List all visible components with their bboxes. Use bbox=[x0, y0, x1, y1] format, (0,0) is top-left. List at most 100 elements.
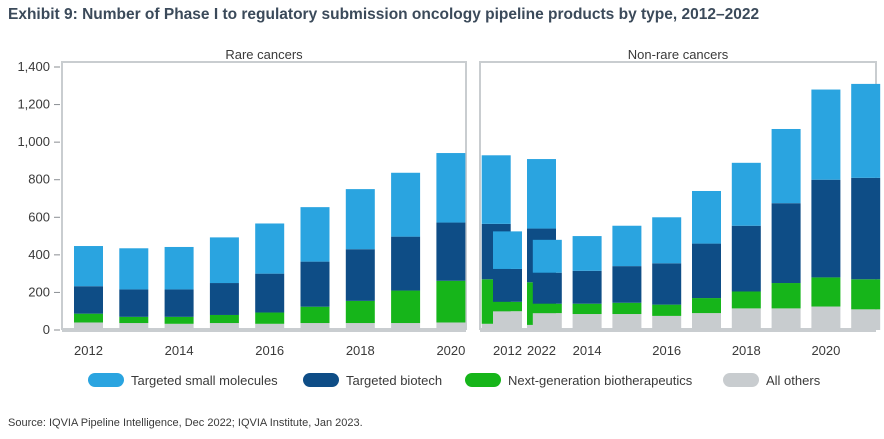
panel-title-non-rare-cancers: Non-rare cancers bbox=[628, 47, 729, 62]
bar-rare-cancers-2019-targeted-biotech bbox=[391, 236, 421, 291]
legend-label-all-others: All others bbox=[766, 372, 821, 388]
y-tick-label: 600 bbox=[28, 209, 50, 224]
bar-rare-cancers-2018-all-others bbox=[345, 323, 375, 330]
bar-rare-cancers-2013-next-generation-biotherapeutics bbox=[119, 316, 149, 324]
bar-non-rare-cancers-2021-all-others bbox=[851, 309, 881, 330]
bar-non-rare-cancers-2016-next-generation-biotherapeutics bbox=[652, 304, 682, 316]
x-tick-label: 2016 bbox=[255, 343, 284, 358]
bar-non-rare-cancers-2019-targeted-biotech bbox=[771, 203, 801, 284]
bar-non-rare-cancers-2012-next-generation-biotherapeutics bbox=[493, 301, 522, 312]
bar-rare-cancers-2016-targeted-biotech bbox=[255, 273, 285, 313]
bar-rare-cancers-2015-targeted-biotech bbox=[209, 283, 239, 315]
legend-swatch-targeted-small-molecules bbox=[88, 373, 124, 387]
bar-rare-cancers-2018-next-generation-biotherapeutics bbox=[345, 300, 375, 324]
bar-non-rare-cancers-2015-all-others bbox=[612, 314, 642, 330]
bar-rare-cancers-2022-targeted-small-molecules bbox=[527, 159, 556, 229]
bar-rare-cancers-2014-targeted-small-molecules bbox=[164, 246, 194, 290]
bar-non-rare-cancers-2013-targeted-biotech bbox=[532, 272, 562, 304]
bar-rare-cancers-2018-targeted-biotech bbox=[345, 249, 375, 301]
bar-rare-cancers-2017-next-generation-biotherapeutics bbox=[300, 306, 330, 324]
legend-label-next-gen-biotherapeutics: Next-generation biotherapeutics bbox=[508, 372, 693, 388]
bar-non-rare-cancers-2012-all-others bbox=[493, 311, 522, 330]
bar-rare-cancers-2015-next-generation-biotherapeutics bbox=[209, 314, 239, 324]
x-tick-label: 2018 bbox=[732, 343, 761, 358]
legend-item-targeted-biotech: Targeted biotech bbox=[303, 368, 442, 392]
bar-non-rare-cancers-2013-next-generation-biotherapeutics bbox=[532, 303, 562, 314]
x-tick-label: 2014 bbox=[573, 343, 602, 358]
x-tick-label: 2016 bbox=[652, 343, 681, 358]
legend: Targeted small molecules Targeted biotec… bbox=[0, 368, 884, 392]
y-tick-label: 800 bbox=[28, 172, 50, 187]
bar-non-rare-cancers-2021-targeted-biotech bbox=[851, 177, 881, 280]
y-tick-label: 200 bbox=[28, 284, 50, 299]
bar-non-rare-cancers-2018-targeted-biotech bbox=[731, 225, 761, 292]
y-tick-label: 400 bbox=[28, 247, 50, 262]
x-tick-label: 2012 bbox=[74, 343, 103, 358]
bar-non-rare-cancers-2014-targeted-small-molecules bbox=[572, 236, 602, 271]
legend-label-targeted-small-molecules: Targeted small molecules bbox=[131, 372, 278, 388]
bar-rare-cancers-2014-targeted-biotech bbox=[164, 289, 194, 317]
bar-non-rare-cancers-2012-targeted-biotech bbox=[493, 268, 522, 302]
bar-rare-cancers-2016-all-others bbox=[255, 323, 285, 330]
x-tick-label: 2018 bbox=[346, 343, 375, 358]
bar-non-rare-cancers-2013-targeted-small-molecules bbox=[532, 239, 562, 273]
x-tick-label: 2022 bbox=[527, 343, 556, 358]
panel-title-rare-cancers: Rare cancers bbox=[225, 47, 303, 62]
legend-label-targeted-biotech: Targeted biotech bbox=[346, 372, 443, 388]
y-tick-label: 1,200 bbox=[17, 97, 50, 112]
bar-rare-cancers-2015-targeted-small-molecules bbox=[209, 237, 239, 284]
legend-item-all-others: All others bbox=[723, 368, 820, 392]
bar-non-rare-cancers-2020-targeted-biotech bbox=[811, 179, 841, 278]
bar-non-rare-cancers-2016-targeted-biotech bbox=[652, 263, 682, 305]
bar-rare-cancers-2012-all-others bbox=[74, 322, 103, 330]
bar-rare-cancers-2013-targeted-small-molecules bbox=[119, 248, 149, 290]
panel-frame bbox=[61, 61, 467, 330]
bar-rare-cancers-2021-targeted-small-molecules bbox=[481, 155, 511, 224]
bar-non-rare-cancers-2014-next-generation-biotherapeutics bbox=[572, 303, 602, 315]
bar-rare-cancers-2017-targeted-small-molecules bbox=[300, 207, 330, 262]
bar-non-rare-cancers-2018-next-generation-biotherapeutics bbox=[731, 291, 761, 309]
bar-rare-cancers-2019-targeted-small-molecules bbox=[391, 172, 421, 237]
x-tick-label: 2020 bbox=[436, 343, 465, 358]
bar-non-rare-cancers-2021-targeted-small-molecules bbox=[851, 83, 881, 178]
bar-rare-cancers-2016-targeted-small-molecules bbox=[255, 223, 285, 274]
bar-non-rare-cancers-2019-targeted-small-molecules bbox=[771, 128, 801, 204]
bar-non-rare-cancers-2015-targeted-biotech bbox=[612, 266, 642, 303]
bar-rare-cancers-2013-all-others bbox=[119, 323, 149, 330]
bar-non-rare-cancers-2020-all-others bbox=[811, 306, 841, 330]
chart-title: Exhibit 9: Number of Phase I to regulato… bbox=[8, 6, 760, 23]
bar-non-rare-cancers-2017-targeted-biotech bbox=[692, 243, 721, 299]
bar-rare-cancers-2019-all-others bbox=[391, 323, 421, 330]
bar-non-rare-cancers-2018-targeted-small-molecules bbox=[731, 162, 761, 226]
bar-non-rare-cancers-2019-all-others bbox=[771, 308, 801, 330]
bar-non-rare-cancers-2017-all-others bbox=[692, 313, 721, 330]
legend-swatch-targeted-biotech bbox=[303, 373, 339, 387]
bar-non-rare-cancers-2016-targeted-small-molecules bbox=[652, 217, 682, 264]
bar-non-rare-cancers-2013-all-others bbox=[532, 313, 562, 330]
bar-rare-cancers-2012-targeted-biotech bbox=[74, 286, 103, 314]
bar-non-rare-cancers-2019-next-generation-biotherapeutics bbox=[771, 283, 801, 309]
bar-non-rare-cancers-2018-all-others bbox=[731, 308, 761, 330]
bar-rare-cancers-2019-next-generation-biotherapeutics bbox=[391, 290, 421, 324]
bar-rare-cancers-2020-targeted-small-molecules bbox=[436, 153, 466, 223]
bar-non-rare-cancers-2012-targeted-small-molecules bbox=[493, 231, 522, 269]
bar-non-rare-cancers-2014-all-others bbox=[572, 314, 602, 330]
y-tick-label: 0 bbox=[43, 322, 50, 337]
bar-rare-cancers-2012-next-generation-biotherapeutics bbox=[74, 313, 103, 323]
bar-non-rare-cancers-2020-next-generation-biotherapeutics bbox=[811, 277, 841, 307]
bar-non-rare-cancers-2014-targeted-biotech bbox=[572, 270, 602, 304]
bar-non-rare-cancers-2015-next-generation-biotherapeutics bbox=[612, 302, 642, 315]
bar-rare-cancers-2020-targeted-biotech bbox=[436, 222, 466, 281]
bar-rare-cancers-2018-targeted-small-molecules bbox=[345, 189, 375, 250]
bar-rare-cancers-2012-targeted-small-molecules bbox=[74, 246, 103, 287]
source-note: Source: IQVIA Pipeline Intelligence, Dec… bbox=[8, 417, 363, 429]
bar-non-rare-cancers-2017-next-generation-biotherapeutics bbox=[692, 298, 721, 314]
x-tick-label: 2014 bbox=[165, 343, 194, 358]
bar-non-rare-cancers-2015-targeted-small-molecules bbox=[612, 225, 642, 267]
bar-rare-cancers-2014-next-generation-biotherapeutics bbox=[164, 316, 194, 324]
legend-item-next-gen-biotherapeutics: Next-generation biotherapeutics bbox=[465, 368, 692, 392]
bar-non-rare-cancers-2017-targeted-small-molecules bbox=[692, 190, 721, 244]
bar-rare-cancers-2020-all-others bbox=[436, 322, 466, 330]
legend-item-targeted-small-molecules: Targeted small molecules bbox=[88, 368, 278, 392]
